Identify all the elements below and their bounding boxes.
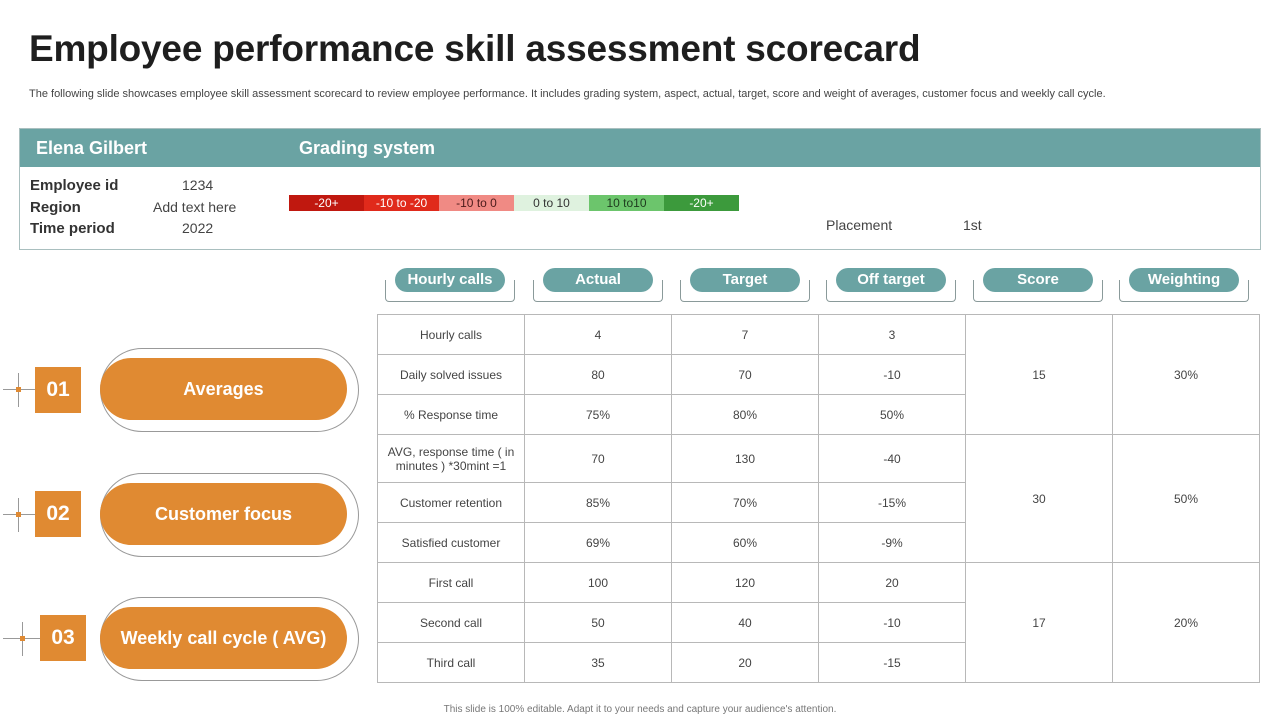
- info-label: Time period: [30, 220, 115, 237]
- table-row: Customer retention 85% 70% -15%: [377, 482, 1260, 523]
- info-label: Region: [30, 198, 81, 216]
- column-header-hourly-calls: Hourly calls: [385, 268, 515, 304]
- info-row-region: Region Add text here: [30, 199, 280, 221]
- cell-score: 30: [965, 434, 1113, 563]
- cell-aspect: Second call: [377, 602, 525, 643]
- category-weekly-call-cycle: Weekly call cycle ( AVG) 03: [0, 594, 370, 684]
- info-value: 2022: [182, 220, 214, 236]
- column-header-label: Hourly calls: [395, 268, 505, 292]
- cell-off: 50%: [818, 394, 966, 435]
- grade-segment: -10 to -20: [364, 195, 439, 211]
- table-row: First call 100 120 20 17 20%: [377, 562, 1260, 683]
- cell-actual: 100: [524, 562, 672, 603]
- cell-target: 70: [671, 354, 819, 395]
- placement-value: 1st: [963, 217, 982, 233]
- cell-actual: 4: [524, 314, 672, 355]
- cell-actual: 50: [524, 602, 672, 643]
- scorecard-table: Hourly calls 4 7 3 15 30% Daily solved issues 8…: [377, 314, 1260, 683]
- cell-target: 7: [671, 314, 819, 355]
- cell-actual: 75%: [524, 394, 672, 435]
- table-row: Third call 35 20 -15: [377, 642, 1260, 683]
- table-row: % Response time 75% 80% 50%: [377, 394, 1260, 435]
- category-number: 03: [40, 615, 86, 661]
- cell-off: 3: [818, 314, 966, 355]
- column-header-label: Off target: [836, 268, 946, 292]
- column-header-weighting: Weighting: [1119, 268, 1249, 304]
- cell-target: 70%: [671, 482, 819, 523]
- cell-off: -9%: [818, 522, 966, 563]
- grade-segment: -20+: [289, 195, 364, 211]
- cell-off: -10: [818, 602, 966, 643]
- footer-note: This slide is 100% editable. Adapt it to…: [443, 704, 837, 715]
- cell-actual: 69%: [524, 522, 672, 563]
- category-averages: Averages 01: [0, 345, 370, 435]
- column-header-off-target: Off target: [826, 268, 956, 304]
- cell-actual: 85%: [524, 482, 672, 523]
- cell-target: 40: [671, 602, 819, 643]
- grading-system-title: Grading system: [299, 138, 436, 158]
- cell-aspect: Customer retention: [377, 482, 525, 523]
- cell-aspect: AVG, response time ( in minutes ) *30min…: [377, 434, 525, 483]
- info-value: 1234: [182, 177, 214, 193]
- grade-segment: 10 to10: [589, 195, 664, 211]
- category-label: Customer focus: [100, 483, 347, 545]
- cell-actual: 80: [524, 354, 672, 395]
- cell-off: -10: [818, 354, 966, 395]
- page-title: Employee performance skill assessment sc…: [29, 28, 921, 69]
- employee-panel: Elena Gilbert Grading system Employee id…: [19, 128, 1261, 250]
- column-header-target: Target: [680, 268, 810, 304]
- cell-aspect: % Response time: [377, 394, 525, 435]
- cell-aspect: Third call: [377, 642, 525, 683]
- cell-target: 120: [671, 562, 819, 603]
- info-label: Employee id: [30, 177, 119, 194]
- cell-weighting: 20%: [1112, 562, 1260, 683]
- cell-aspect: Hourly calls: [377, 314, 525, 355]
- category-number: 01: [35, 367, 81, 413]
- table-row: Hourly calls 4 7 3 15 30%: [377, 314, 1260, 435]
- cell-off: -15: [818, 642, 966, 683]
- info-row-time-period: Time period 2022: [30, 220, 280, 242]
- table-row: Second call 50 40 -10: [377, 602, 1260, 643]
- page-subtitle: The following slide showcases employee s…: [29, 88, 1106, 100]
- category-number: 02: [35, 491, 81, 537]
- cell-aspect: Satisfied customer: [377, 522, 525, 563]
- placement-label: Placement: [826, 217, 893, 233]
- cell-weighting: 50%: [1112, 434, 1260, 563]
- cell-target: 80%: [671, 394, 819, 435]
- cell-target: 20: [671, 642, 819, 683]
- category-label: Averages: [100, 358, 347, 420]
- info-row-employee-id: Employee id 1234: [30, 177, 280, 199]
- table-row: Satisfied customer 69% 60% -9%: [377, 522, 1260, 563]
- cell-off: -15%: [818, 482, 966, 523]
- column-header-label: Target: [690, 268, 800, 292]
- grade-segment: 0 to 10: [514, 195, 589, 211]
- cell-target: 130: [671, 434, 819, 483]
- category-label: Weekly call cycle ( AVG): [100, 607, 347, 669]
- cell-aspect: Daily solved issues: [377, 354, 525, 395]
- grade-segment: -10 to 0: [439, 195, 514, 211]
- cell-score: 17: [965, 562, 1113, 683]
- cell-actual: 35: [524, 642, 672, 683]
- info-value: Add text here: [153, 198, 237, 215]
- cell-aspect: First call: [377, 562, 525, 603]
- cell-weighting: 30%: [1112, 314, 1260, 435]
- cell-actual: 70: [524, 434, 672, 483]
- column-header-label: Score: [983, 268, 1093, 292]
- cell-target: 60%: [671, 522, 819, 563]
- column-header-actual: Actual: [533, 268, 663, 304]
- cell-off: -40: [818, 434, 966, 483]
- table-row: Daily solved issues 80 70 -10: [377, 354, 1260, 395]
- column-header-label: Actual: [543, 268, 653, 292]
- panel-header: Elena Gilbert Grading system: [20, 129, 1260, 167]
- employee-info: Employee id 1234 Region Add text here Ti…: [30, 177, 280, 242]
- column-header-label: Weighting: [1129, 268, 1239, 292]
- cell-score: 15: [965, 314, 1113, 435]
- cell-off: 20: [818, 562, 966, 603]
- category-customer-focus: Customer focus 02: [0, 470, 370, 560]
- table-row: AVG, response time ( in minutes ) *30min…: [377, 434, 1260, 563]
- grade-segment: -20+: [664, 195, 739, 211]
- employee-name: Elena Gilbert: [36, 138, 148, 158]
- column-header-score: Score: [973, 268, 1103, 304]
